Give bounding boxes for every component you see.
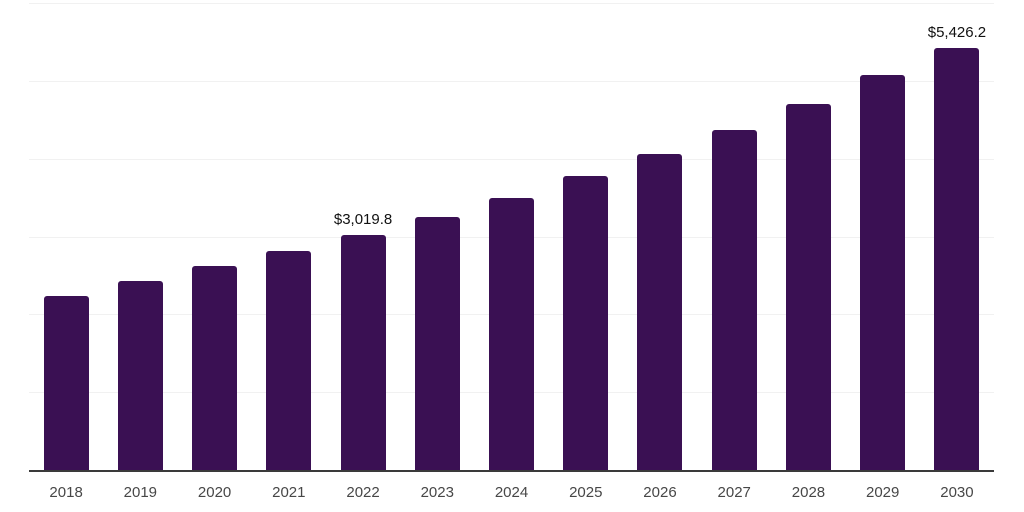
x-tick-2021: 2021 <box>272 484 306 501</box>
bar-2018 <box>43 295 89 470</box>
gridline-4000 <box>29 158 994 160</box>
x-tick-2030: 2030 <box>940 484 974 501</box>
bar-2029 <box>860 75 906 470</box>
value-label-2022: $3,019.8 <box>333 210 393 228</box>
bar-2021 <box>266 250 312 470</box>
bar-2027 <box>711 129 757 470</box>
bar-slot-2023 <box>400 3 474 470</box>
x-tick-2026: 2026 <box>643 484 677 501</box>
bar-2024 <box>489 197 535 470</box>
x-tick-2029: 2029 <box>866 484 900 501</box>
x-tick-2028: 2028 <box>791 484 826 501</box>
value-label-2030: $5,426.2 <box>927 23 987 41</box>
bar-2023 <box>414 217 460 470</box>
bar-slot-2029 <box>846 3 920 470</box>
bar-2022 <box>340 234 386 470</box>
bar-2030 <box>934 47 980 470</box>
x-tick-2018: 2018 <box>49 484 83 501</box>
x-tick-2020: 2020 <box>197 484 232 501</box>
bar-slot-2028 <box>771 3 845 470</box>
bar-2019 <box>117 280 163 470</box>
x-tick-2025: 2025 <box>569 484 603 501</box>
gridline-6000 <box>29 3 994 4</box>
bar-slot-2026 <box>623 3 697 470</box>
bar-slot-2020 <box>177 3 251 470</box>
bar-slot-2021 <box>252 3 326 470</box>
bar-slot-2025 <box>549 3 623 470</box>
bar-2026 <box>637 154 683 470</box>
bar-slot-2019 <box>103 3 177 470</box>
x-tick-2027: 2027 <box>717 484 751 501</box>
bar-2025 <box>563 175 609 470</box>
bar-slot-2022: $3,019.8 <box>326 3 400 470</box>
x-tick-2024: 2024 <box>494 484 529 501</box>
bar-2028 <box>785 104 831 470</box>
bar-2020 <box>192 266 238 470</box>
bar-slot-2030: $5,426.2 <box>920 3 994 470</box>
x-tick-2022: 2022 <box>346 484 380 501</box>
plot-area: $3,019.8 $5,426.2 <box>29 3 994 472</box>
x-tick-2019: 2019 <box>123 484 158 501</box>
bar-slot-2027 <box>697 3 771 470</box>
bars-layer: $3,019.8 $5,426.2 <box>29 3 994 470</box>
x-axis: 2018 2019 2020 2021 2022 2023 2024 2025 2026 2027… <box>29 472 994 500</box>
bar-slot-2018 <box>29 3 103 470</box>
bar-slot-2024 <box>474 3 548 470</box>
gridline-5000 <box>29 80 994 82</box>
x-tick-2023: 2023 <box>420 484 454 501</box>
